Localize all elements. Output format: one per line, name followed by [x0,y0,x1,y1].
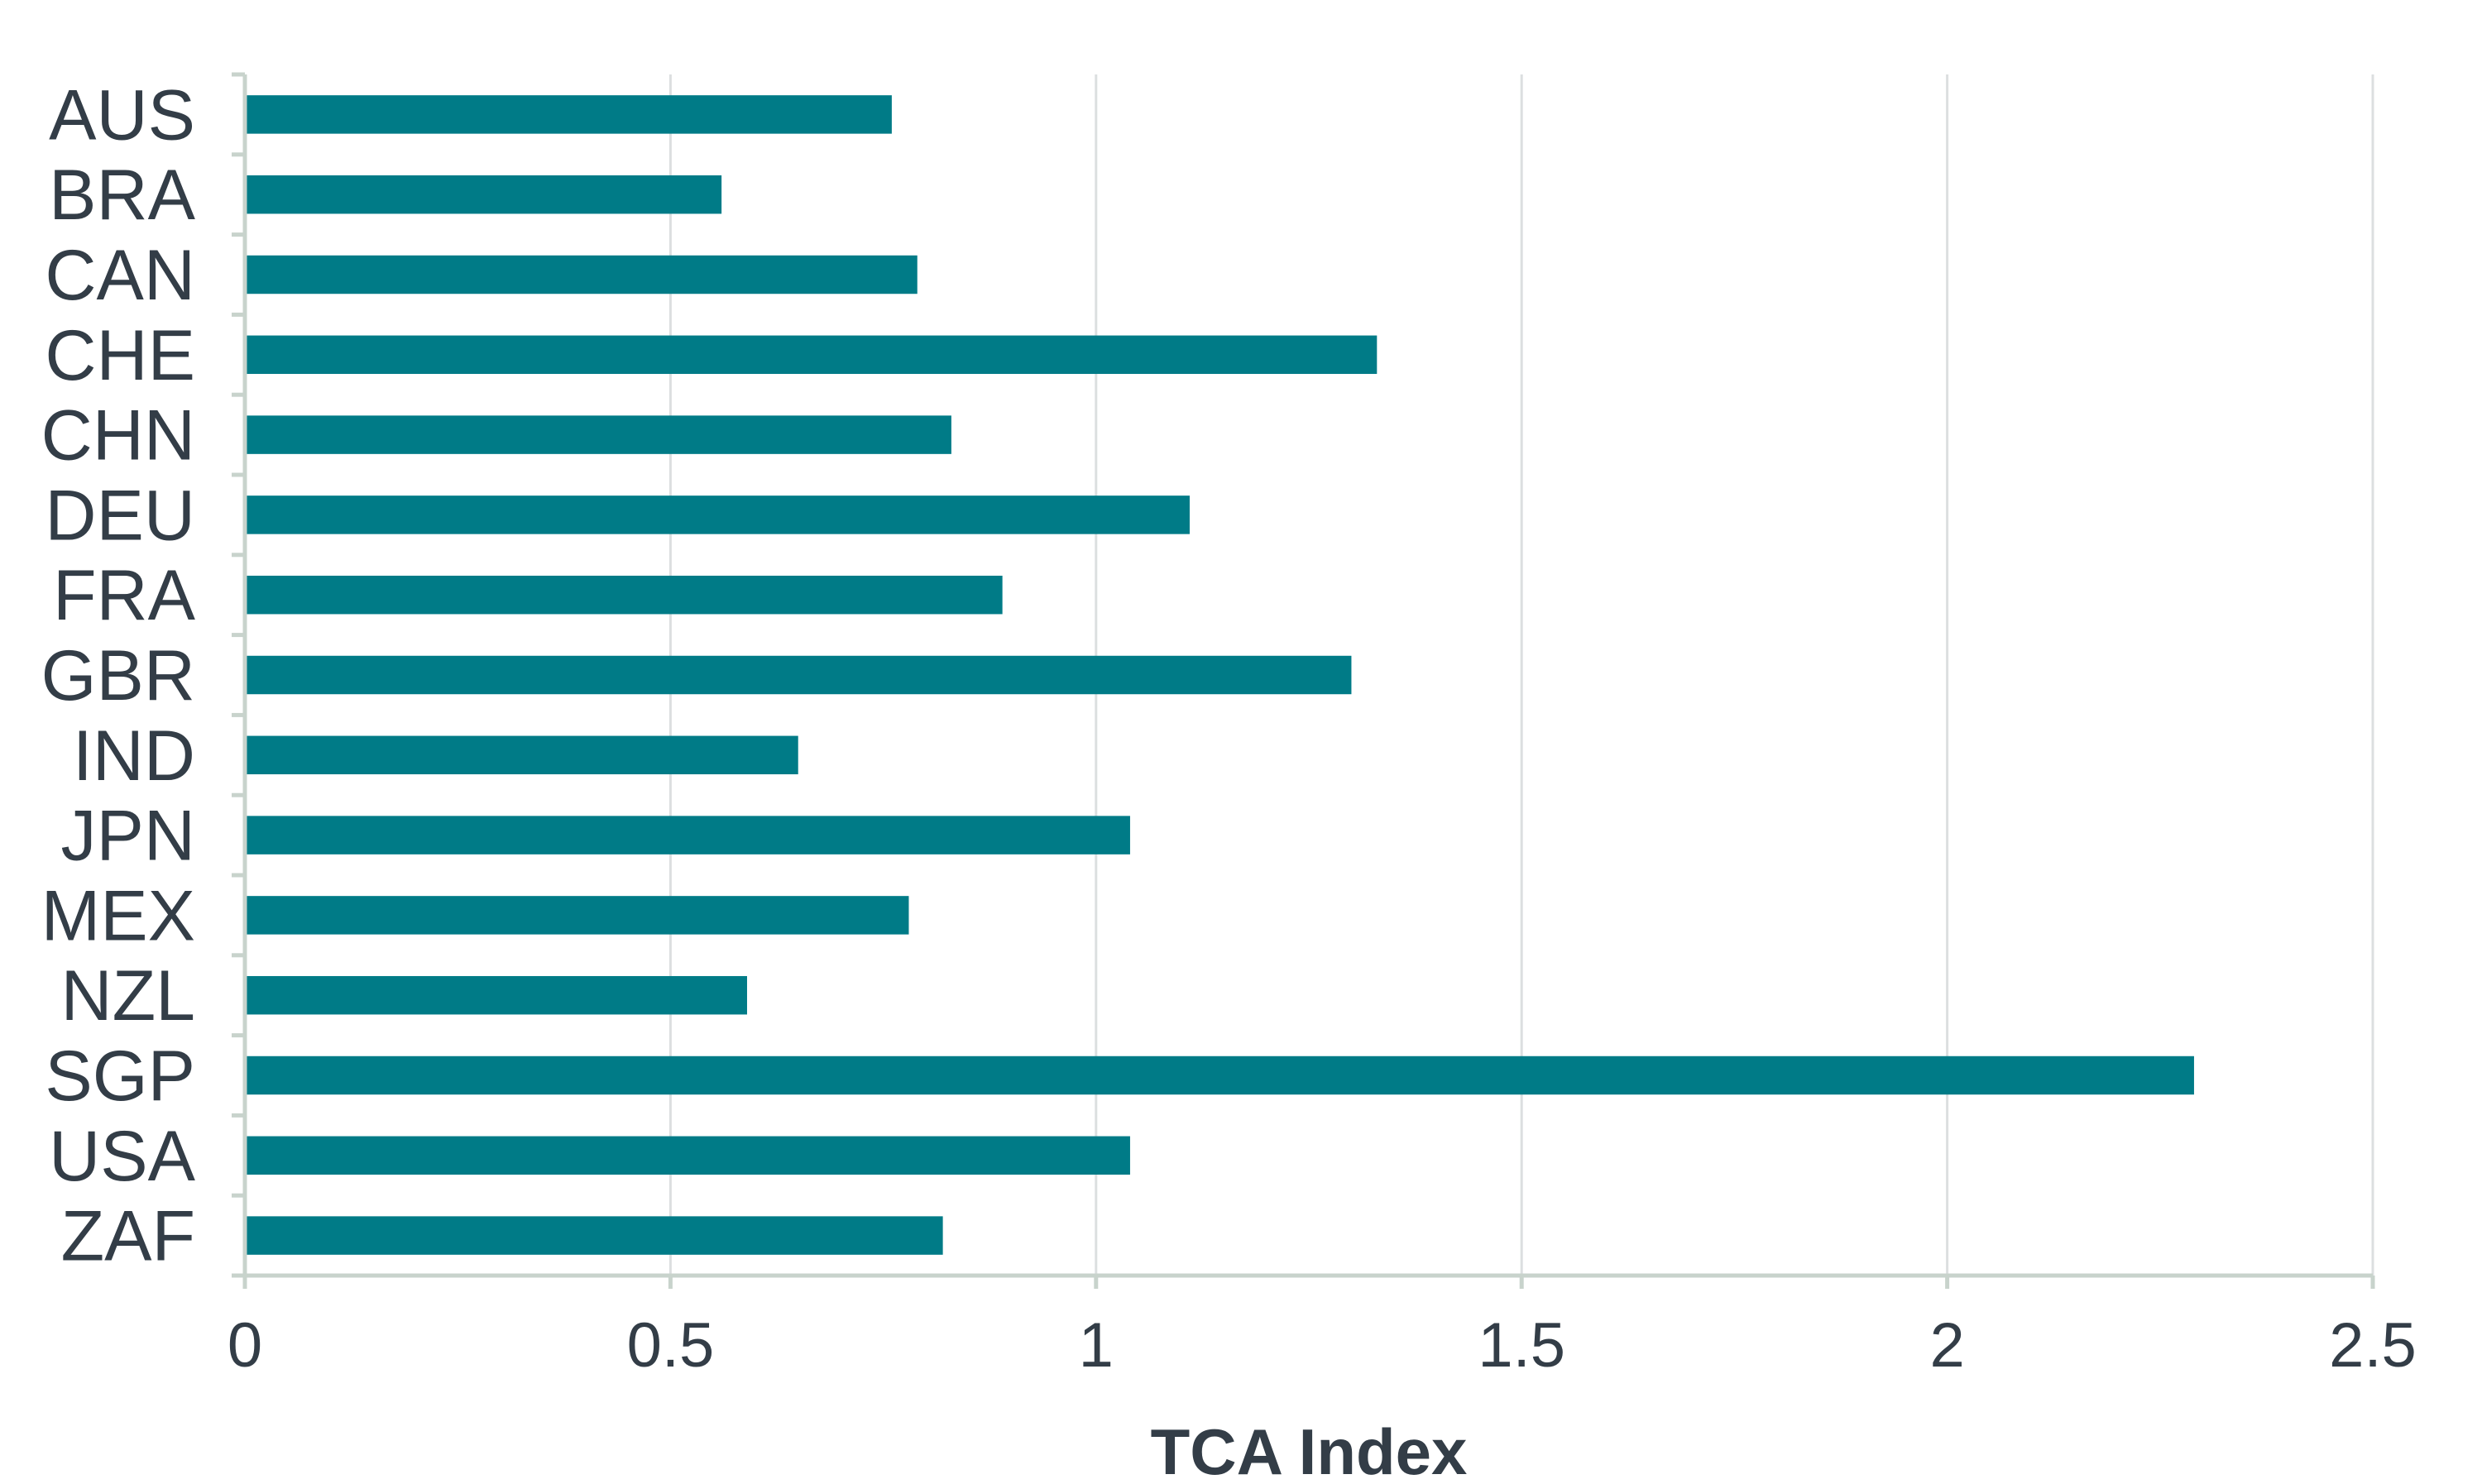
category-label-jpn: JPN [61,797,195,876]
category-label-che: CHE [45,316,195,395]
category-label-usa: USA [49,1117,195,1196]
x-tick-label-5: 2.5 [2329,1310,2417,1381]
x-tick-label-4: 2 [1929,1310,1964,1381]
category-label-fra: FRA [53,556,196,635]
category-label-can: CAN [45,236,195,315]
bar-bra [245,175,722,214]
x-tick-label-0: 0 [228,1310,262,1381]
category-label-gbr: GBR [41,636,195,716]
bars [245,95,2194,1255]
x-tick-label-2: 1 [1079,1310,1114,1381]
x-tick-labels: 0 0.5 1 1.5 2 2.5 [228,1310,2417,1381]
bar-aus [245,95,892,134]
bar-zaf [245,1216,943,1255]
category-label-mex: MEX [41,876,195,955]
axes [232,72,2375,1289]
category-label-sgp: SGP [45,1036,195,1116]
category-label-ind: IND [73,716,195,796]
bar-mex [245,896,909,935]
category-label-bra: BRA [49,156,195,235]
bar-sgp [245,1056,2194,1095]
category-label-zaf: ZAF [61,1197,195,1276]
bar-che [245,335,1378,375]
bar-can [245,255,918,294]
bar-ind [245,735,798,775]
bar-nzl [245,975,747,1015]
bar-fra [245,575,1003,615]
bar-deu [245,495,1190,534]
bar-usa [245,1136,1130,1175]
x-tick-label-1: 0.5 [627,1310,715,1381]
category-label-deu: DEU [45,476,195,555]
bar-chn [245,415,951,454]
bar-gbr [245,655,1352,695]
x-tick-label-3: 1.5 [1478,1310,1565,1381]
category-labels: AUSBRACANCHECHNDEUFRAGBRINDJPNMEXNZLSGPU… [41,75,196,1276]
category-label-chn: CHN [41,396,195,476]
category-label-nzl: NZL [61,956,195,1036]
x-axis-title: TCA Index [1151,1415,1468,1484]
bar-jpn [245,816,1130,854]
category-label-aus: AUS [49,75,195,155]
